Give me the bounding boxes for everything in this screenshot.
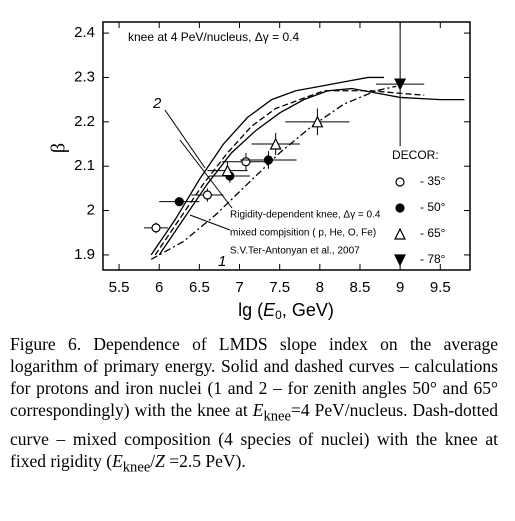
legend-marker [394, 227, 406, 240]
marker [174, 197, 184, 207]
marker [202, 190, 212, 200]
x-tick-label: 6 [155, 279, 163, 296]
marker [311, 115, 324, 128]
arrow [164, 109, 206, 169]
marker [394, 78, 407, 91]
x-tick-label: 6.5 [189, 279, 210, 296]
x-tick-label: 5.5 [109, 279, 130, 296]
caption-text: E [112, 450, 123, 471]
legend-marker [395, 203, 405, 213]
legend-label: - 78° [420, 252, 446, 266]
y-tick-label: 2.2 [74, 113, 95, 130]
legend-marker [394, 254, 406, 267]
curve [154, 90, 425, 256]
marker [269, 137, 282, 150]
y-tick-label: 2.1 [74, 157, 95, 174]
x-tick-label: 9 [396, 279, 404, 296]
x-tick-label: 8.5 [350, 279, 371, 296]
x-tick-label: 9.5 [430, 279, 451, 296]
plot-frame [102, 21, 471, 271]
caption-text: =2.5 PeV). [164, 450, 246, 471]
y-tick-label: 2.4 [74, 24, 95, 41]
caption-text: =4 PeV/nucleus. Dash-dotted curve – mixe… [10, 400, 498, 471]
curve [150, 76, 385, 256]
legend-label: - 50° [420, 200, 446, 214]
caption-text: Z [155, 450, 165, 471]
legend-label: - 65° [420, 226, 446, 240]
annotation: S.V.Ter-Antonyan et al., 2007 [230, 246, 360, 257]
y-tick-label: 2 [87, 202, 95, 219]
caption-text: E [252, 400, 264, 420]
x-label-part: 0 [275, 308, 282, 322]
x-label-part: lg ( [238, 300, 263, 320]
x-axis-label: lg (E0, GeV) [238, 300, 334, 322]
x-tick-label: 7 [235, 279, 243, 296]
marker [241, 157, 251, 167]
x-label-part: E [263, 300, 276, 320]
y-tick-label: 2.3 [74, 68, 95, 85]
annotation: Rigidity-dependent knee, Δγ = 0.4 [230, 210, 381, 221]
x-label-part: , GeV) [282, 300, 334, 320]
caption-text: / [150, 450, 156, 471]
caption-text: Figure 6. Dependence of LMDS slope index… [10, 334, 498, 420]
caption: Figure 6. Dependence of LMDS slope index… [10, 333, 498, 478]
legend-marker [395, 177, 405, 187]
marker [263, 155, 274, 165]
marker [151, 223, 161, 233]
arrow [179, 139, 233, 209]
caption-text: knee [122, 459, 151, 475]
caption-text: knee [263, 408, 291, 425]
x-tick-label: 7.5 [269, 279, 290, 296]
annotation: knee at 4 PeV/nucleus, Δγ = 0.4 [128, 30, 299, 44]
chart: β lg (E0, GeV) knee at 4 PeV/nucleus, Δγ… [48, 21, 471, 322]
legend-label: - 35° [420, 174, 446, 188]
arrow [189, 214, 231, 231]
curve-label: 2 [152, 95, 162, 112]
annotation: mixed compjsition ( p, He, O, Fe) [230, 228, 376, 239]
curve [150, 85, 397, 260]
x-tick-label: 8 [316, 279, 324, 296]
y-tick-label: 1.9 [74, 246, 95, 263]
legend-title: DECOR: [392, 148, 439, 162]
marker [221, 164, 234, 177]
y-axis-label: β [48, 143, 70, 153]
curve-label: 1 [218, 253, 226, 270]
